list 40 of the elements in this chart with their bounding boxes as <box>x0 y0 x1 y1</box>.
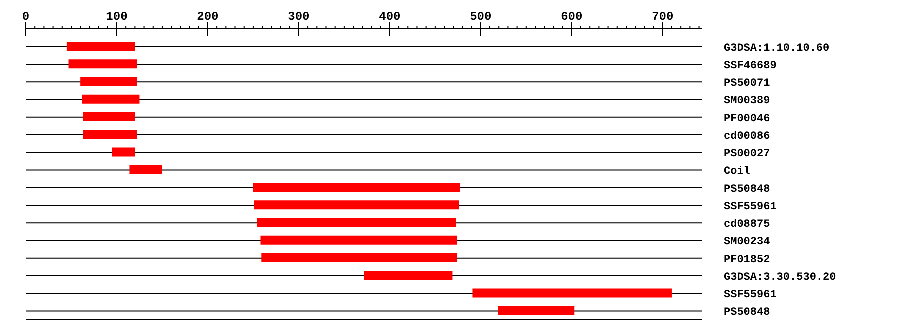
y-tick-label: PS50071 <box>724 78 771 90</box>
y-tick-label: PS50848 <box>724 184 771 196</box>
x-tick-label: 0 <box>22 10 30 24</box>
bar <box>257 218 456 228</box>
bar <box>130 165 162 174</box>
y-tick-label: PS00027 <box>724 148 770 161</box>
bar <box>253 183 460 192</box>
bar <box>262 254 458 262</box>
y-tick-label: PF01852 <box>724 254 770 266</box>
bar <box>498 306 575 316</box>
y-tick-label: SSF55961 <box>724 290 778 302</box>
x-tick-label: 600 <box>561 10 583 24</box>
bar <box>364 271 453 280</box>
bar <box>112 148 136 157</box>
y-tick-label: PS50848 <box>724 307 771 320</box>
y-tick-label: SSF55961 <box>724 201 778 214</box>
y-tick-label: Coil <box>724 166 751 178</box>
x-tick-label: 400 <box>379 10 401 24</box>
y-tick-label: G3DSA:1.10.10.60 <box>724 42 830 55</box>
bar <box>83 130 137 140</box>
y-tick-label: SM00389 <box>724 96 770 108</box>
bar <box>260 236 458 245</box>
x-tick-label: 100 <box>106 10 128 24</box>
x-tick-label: 700 <box>652 10 674 24</box>
x-tick-label: 500 <box>470 10 492 24</box>
x-tick-label: 200 <box>197 10 219 24</box>
bar <box>82 94 140 104</box>
y-tick-label: cd00086 <box>724 130 770 143</box>
bar <box>68 60 137 69</box>
bar <box>80 77 137 86</box>
y-tick-label: SM00234 <box>724 236 771 249</box>
bar <box>66 42 136 51</box>
y-tick-label: SSF46689 <box>724 60 777 72</box>
x-tick-label: 300 <box>288 10 310 24</box>
bar <box>472 288 672 298</box>
bar <box>83 112 136 122</box>
y-tick-label: PF00046 <box>724 113 770 126</box>
y-tick-label: cd08875 <box>724 219 771 232</box>
y-tick-label: G3DSA:3.30.530.20 <box>724 272 836 284</box>
bar <box>254 200 460 210</box>
